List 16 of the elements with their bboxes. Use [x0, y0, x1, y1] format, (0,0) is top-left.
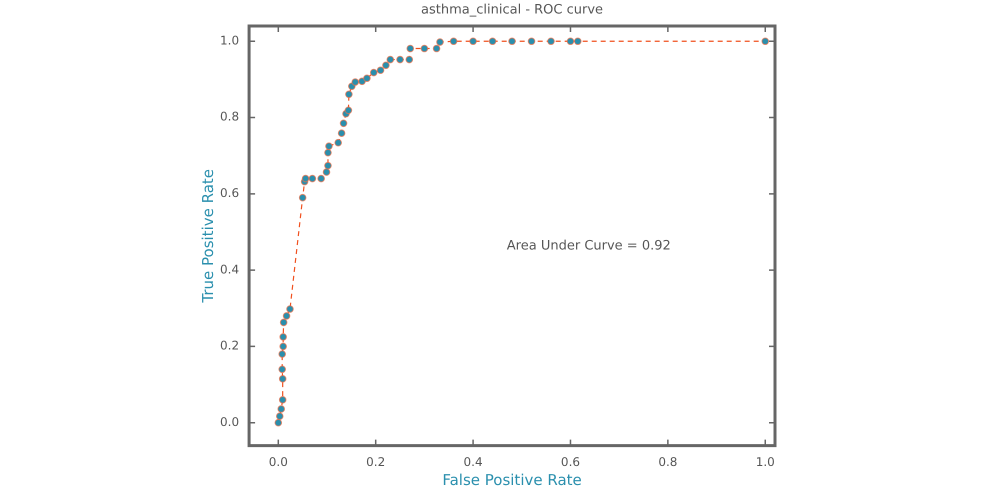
annotation: Area Under Curve = 0.92: [506, 238, 671, 254]
x-tick-label: 0.8: [658, 454, 678, 469]
y-tick-label: 0.8: [220, 110, 240, 124]
x-tick-label: 0.2: [366, 454, 386, 469]
y-tick-label: 0.6: [220, 186, 240, 200]
x-tick-label: 0.0: [268, 454, 288, 469]
y-tick-label: 1.0: [220, 33, 240, 48]
y-tick-label: 0.0: [220, 414, 240, 429]
chart-title: asthma_clinical - ROC curve: [421, 2, 604, 18]
x-tick-label: 1.0: [756, 454, 775, 469]
x-axis-title: False Positive Rate: [442, 470, 582, 489]
y-axis-title: True Positive Rate: [198, 168, 217, 304]
y-tick-label: 0.4: [220, 262, 240, 276]
x-tick-label: 0.4: [464, 454, 483, 469]
x-tick-label: 0.6: [560, 454, 580, 469]
y-tick-label: 0.2: [220, 338, 240, 353]
